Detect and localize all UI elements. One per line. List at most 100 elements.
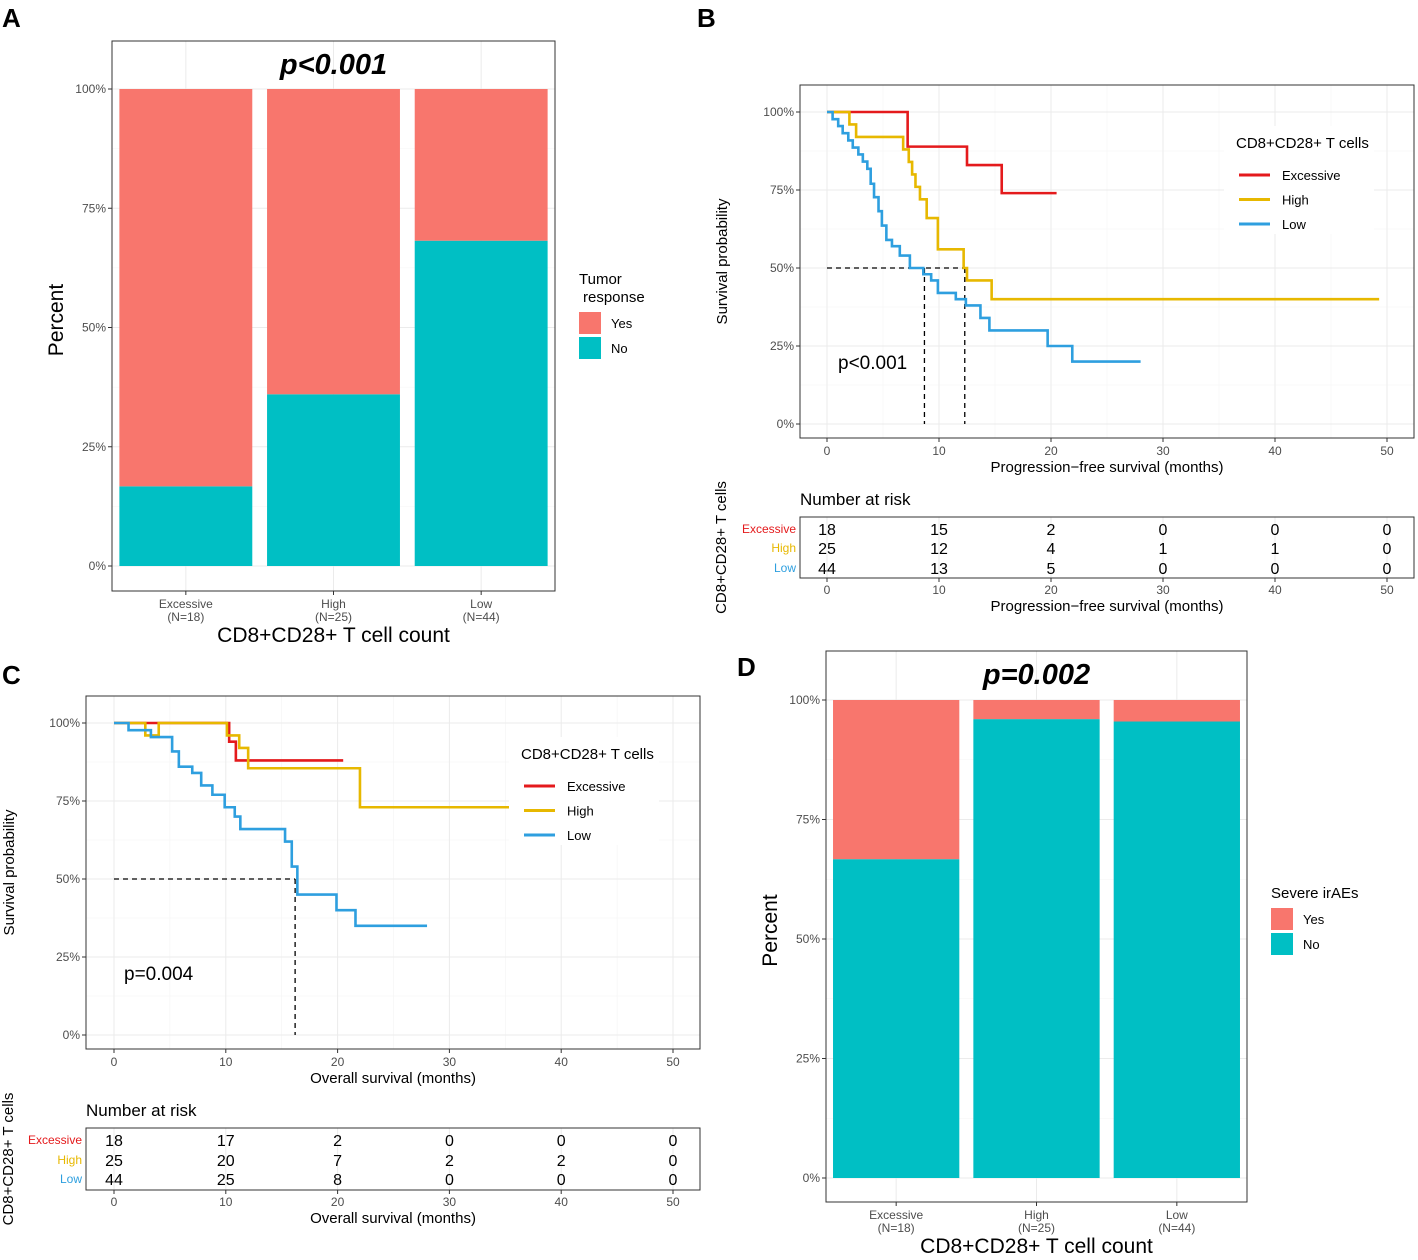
risk-x-tick-label: 50 xyxy=(1380,583,1394,597)
risk-x-tick-label: 30 xyxy=(1156,583,1170,597)
risk-count: 2 xyxy=(445,1153,454,1170)
risk-x-tick-label: 0 xyxy=(111,1195,118,1209)
risk-x-tick-label: 40 xyxy=(1268,583,1282,597)
legend-label-high: High xyxy=(567,804,594,819)
risk-count: 25 xyxy=(105,1153,123,1170)
x-tick-label: 10 xyxy=(219,1055,233,1069)
survival-curve-low xyxy=(114,721,428,928)
x-tick-n-label: (N=25) xyxy=(315,610,352,624)
y-tick-label: 75% xyxy=(82,201,106,215)
bar-yes-low xyxy=(414,89,548,241)
bar-yes-excessive xyxy=(119,89,253,487)
x-tick-label: Low xyxy=(1166,1208,1188,1222)
bar-no-excessive xyxy=(833,859,960,1178)
y-axis-title: Percent xyxy=(45,284,68,357)
legend-label-yes: Yes xyxy=(1303,912,1325,927)
legend-title: Tumor xyxy=(579,271,622,288)
x-tick-label: 30 xyxy=(1156,444,1170,458)
x-tick-n-label: (N=44) xyxy=(1158,1221,1195,1235)
risk-x-tick-label: 50 xyxy=(666,1195,680,1209)
legend-label-no: No xyxy=(1303,937,1320,952)
panel-letter-c: C xyxy=(2,660,21,690)
risk-strata-label-excessive: Excessive xyxy=(742,522,796,536)
x-tick-n-label: (N=18) xyxy=(167,610,204,624)
x-tick-label: High xyxy=(1024,1208,1049,1222)
survival-curve-low xyxy=(827,110,1141,363)
legend-key-yes xyxy=(1271,908,1293,930)
risk-count: 0 xyxy=(1271,561,1280,578)
x-tick-n-label: (N=25) xyxy=(1018,1221,1055,1235)
panel-a-bar-chart: 0% 25% 50% 75% 100% Excessive(N=18) High(N=25)… xyxy=(45,40,645,647)
risk-count: 2 xyxy=(333,1133,342,1150)
y-tick-label: 0% xyxy=(777,417,795,431)
legend-background xyxy=(1224,126,1374,234)
risk-x-tick-label: 10 xyxy=(932,583,946,597)
risk-count: 0 xyxy=(1383,561,1392,578)
risk-count: 4 xyxy=(1047,541,1056,558)
x-axis-title: Progression−free survival (months) xyxy=(990,459,1223,476)
risk-x-axis-title: Progression−free survival (months) xyxy=(990,598,1223,615)
legend-label-excessive: Excessive xyxy=(1282,168,1341,183)
y-tick-label: 50% xyxy=(56,872,80,886)
risk-y-axis-title: CD8+CD28+ T cells xyxy=(0,1093,17,1226)
legend-title: CD8+CD28+ T cells xyxy=(521,746,654,763)
risk-count: 25 xyxy=(818,541,836,558)
p-value-annotation: p=0.004 xyxy=(124,964,194,985)
legend-label-low: Low xyxy=(1282,217,1306,232)
y-tick-label: 50% xyxy=(796,932,820,946)
legend-title: Severe irAEs xyxy=(1271,885,1359,902)
panel-d-bar-chart: 0% 25% 50% 75% 100% Excessive(N=18) High(N=25)… xyxy=(759,650,1359,1258)
legend-label-yes: Yes xyxy=(611,316,633,331)
risk-x-axis-title: Overall survival (months) xyxy=(310,1210,476,1227)
x-tick-n-label: (N=44) xyxy=(463,610,500,624)
y-tick-label: 100% xyxy=(763,105,794,119)
y-tick-label: 50% xyxy=(82,321,106,335)
risk-count: 2 xyxy=(1047,522,1056,539)
risk-x-tick-label: 20 xyxy=(1044,583,1058,597)
legend-label-high: High xyxy=(1282,193,1309,208)
y-axis-title: Percent xyxy=(759,894,782,967)
legend-label-low: Low xyxy=(567,828,591,843)
risk-table-border xyxy=(85,1127,701,1191)
x-axis-title: CD8+CD28+ T cell count xyxy=(920,1235,1153,1258)
y-axis-title: Survival probability xyxy=(714,198,731,324)
bar-no-low xyxy=(1113,721,1240,1178)
p-value-title: p<0.001 xyxy=(279,49,387,81)
y-tick-label: 100% xyxy=(789,693,820,707)
y-tick-label: 100% xyxy=(75,82,106,96)
survival-curve-high xyxy=(114,721,511,809)
risk-count: 0 xyxy=(1383,522,1392,539)
risk-table-title: Number at risk xyxy=(800,490,911,509)
risk-table-title: Number at risk xyxy=(86,1101,197,1120)
risk-table-border xyxy=(799,516,1415,579)
legend-key-yes xyxy=(579,312,601,334)
risk-count: 0 xyxy=(445,1172,454,1189)
risk-strata-label-low: Low xyxy=(774,561,796,575)
risk-count: 17 xyxy=(217,1133,235,1150)
risk-count: 1 xyxy=(1271,541,1280,558)
risk-count: 0 xyxy=(445,1133,454,1150)
risk-count: 25 xyxy=(217,1172,235,1189)
x-tick-label: 10 xyxy=(932,444,946,458)
risk-count: 20 xyxy=(217,1153,235,1170)
risk-count: 7 xyxy=(333,1153,342,1170)
panel-letter-d: D xyxy=(737,652,756,682)
y-tick-label: 25% xyxy=(796,1052,820,1066)
risk-count: 18 xyxy=(818,522,836,539)
y-tick-label: 75% xyxy=(796,813,820,827)
p-value-title: p=0.002 xyxy=(982,659,1090,691)
risk-x-tick-label: 0 xyxy=(824,583,831,597)
x-tick-label: 20 xyxy=(331,1055,345,1069)
y-tick-label: 75% xyxy=(56,794,80,808)
risk-count: 0 xyxy=(557,1133,566,1150)
x-tick-label: Excessive xyxy=(869,1208,923,1222)
bar-no-high xyxy=(267,394,400,566)
legend-label-no: No xyxy=(611,341,628,356)
risk-count: 0 xyxy=(1159,561,1168,578)
bar-yes-high xyxy=(267,89,400,395)
risk-strata-label-high: High xyxy=(771,541,796,555)
bar-yes-excessive xyxy=(833,700,960,860)
risk-count: 0 xyxy=(669,1172,678,1189)
risk-count: 0 xyxy=(557,1172,566,1189)
